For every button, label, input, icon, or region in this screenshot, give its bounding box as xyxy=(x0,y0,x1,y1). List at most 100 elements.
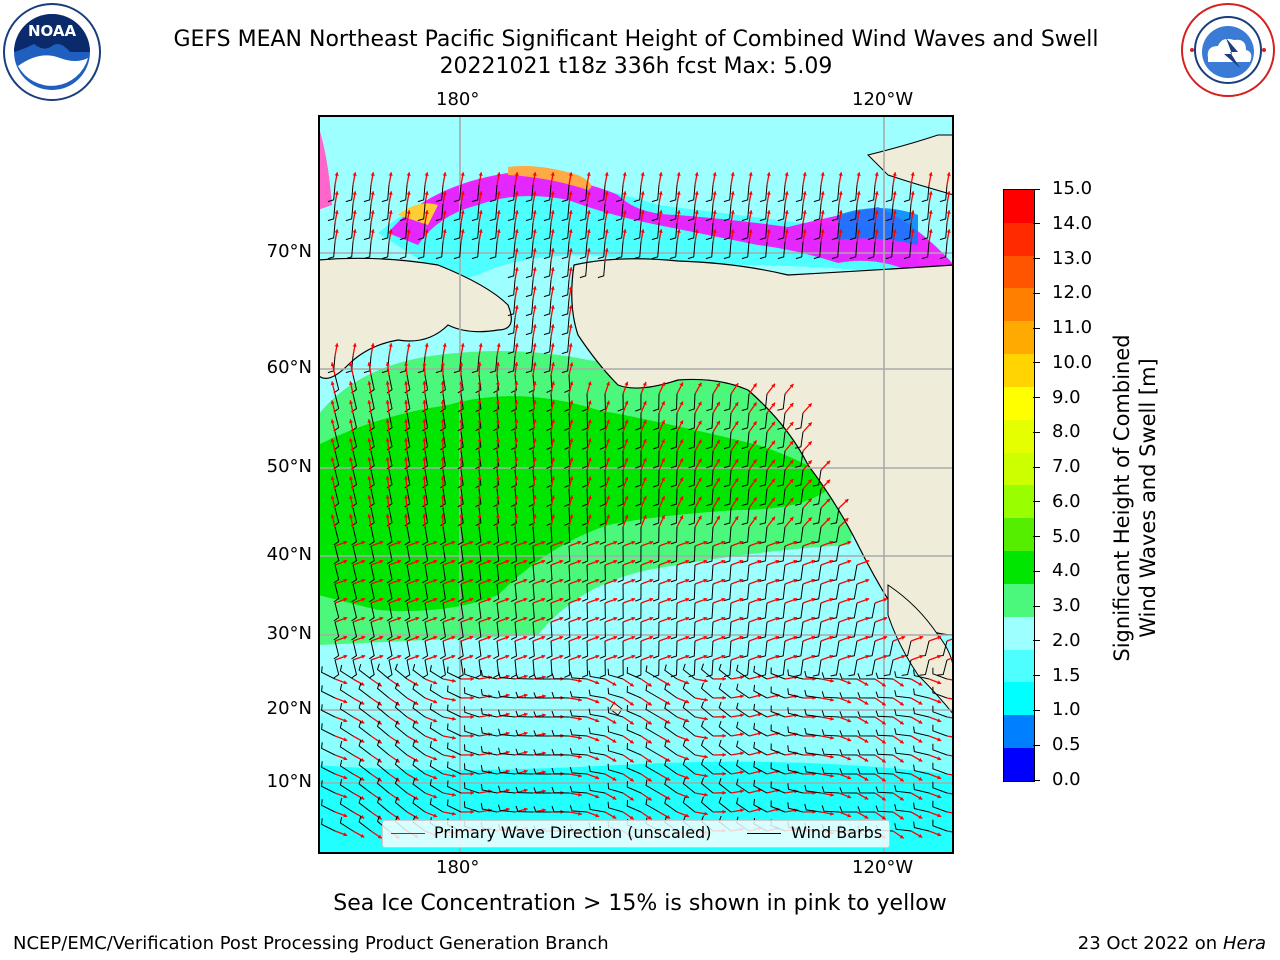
wave-arrow-head xyxy=(881,796,886,801)
wave-arrow-head xyxy=(523,712,528,717)
wave-arrow-head xyxy=(422,419,427,423)
wave-arrow-head xyxy=(830,773,834,778)
wind-barb xyxy=(777,393,786,411)
wave-arrow-head xyxy=(740,808,744,813)
wind-barb xyxy=(489,203,498,222)
wave-arrow-head xyxy=(404,362,409,366)
wind-barb xyxy=(932,800,948,813)
wave-arrow-head xyxy=(722,714,726,719)
wave-arrow-head xyxy=(452,773,456,778)
wind-barb xyxy=(821,805,840,813)
wave-arrow-head xyxy=(757,597,762,602)
wind-barb xyxy=(777,621,786,639)
wave-arrow-head xyxy=(752,497,757,502)
wind-barb xyxy=(670,393,678,412)
colorbar-tick-mark xyxy=(1033,397,1040,399)
wave-arrow-head xyxy=(771,516,775,521)
wind-barb xyxy=(759,545,768,563)
legend-wave-swatch xyxy=(391,833,425,834)
wave-arrow-head xyxy=(830,754,834,759)
wind-barb xyxy=(626,685,642,699)
wind-barb xyxy=(422,374,429,394)
wind-barb xyxy=(718,701,732,718)
wave-arrow-head xyxy=(722,733,726,738)
wave-arrow-head xyxy=(379,654,384,659)
wind-barb xyxy=(706,393,714,412)
colorbar-segment xyxy=(1004,649,1034,683)
wave-arrow-head xyxy=(892,172,897,176)
wave-arrow-head xyxy=(424,191,429,195)
wave-arrow-head xyxy=(928,210,933,214)
wind-barb xyxy=(422,602,429,622)
wave-arrow-head xyxy=(550,343,555,347)
wave-arrow-head xyxy=(685,540,690,545)
wave-arrow-head xyxy=(496,172,501,176)
wave-arrow-head xyxy=(883,654,888,659)
footer-host: Hera xyxy=(1222,933,1266,954)
wind-barb xyxy=(510,374,518,394)
wind-barb xyxy=(617,393,624,412)
wave-arrow-head xyxy=(397,597,402,602)
wind-barb xyxy=(543,336,552,355)
wind-barb xyxy=(579,203,588,222)
wind-barb xyxy=(564,621,571,640)
wind-barb xyxy=(351,659,358,679)
wave-arrow-head xyxy=(722,809,726,814)
wave-arrow-head xyxy=(910,172,915,176)
wind-barb xyxy=(635,412,642,431)
wave-arrow-head xyxy=(477,495,482,499)
wave-arrow-head xyxy=(532,419,537,423)
wind-barb xyxy=(327,184,336,203)
wind-barb xyxy=(813,222,822,241)
wave-arrow-head xyxy=(703,578,708,583)
wind-barb xyxy=(736,664,750,680)
wave-arrow-head xyxy=(595,699,600,704)
wind-barb xyxy=(446,761,462,775)
wind-barb xyxy=(510,488,518,508)
wave-band-mid xyxy=(318,675,954,775)
wind-barb xyxy=(723,583,732,602)
wave-arrow-head xyxy=(716,515,720,520)
wind-barb xyxy=(439,621,446,641)
wave-arrow-head xyxy=(748,229,753,233)
wave-arrow-head xyxy=(385,400,390,404)
wave-arrow-head xyxy=(830,678,834,683)
wave-arrow-head xyxy=(523,788,528,793)
wind-barb xyxy=(700,720,714,737)
wave-arrow-head xyxy=(649,654,654,659)
wind-barb xyxy=(804,689,822,699)
wind-barb xyxy=(551,672,570,680)
wave-arrow-head xyxy=(442,210,447,214)
wind-barb xyxy=(794,602,804,620)
wave-arrow-head xyxy=(666,681,671,686)
wave-arrow-head xyxy=(578,773,582,778)
wave-arrow-head xyxy=(433,597,438,602)
wind-barb xyxy=(812,469,822,487)
wind-barb xyxy=(617,507,624,526)
legend-barb-swatch xyxy=(747,833,781,834)
colorbar-tick-label: 9.0 xyxy=(1052,386,1081,408)
wind-barb xyxy=(507,298,516,317)
wave-arrow-head xyxy=(685,756,690,761)
wind-barb xyxy=(635,469,642,488)
colorbar-segment xyxy=(1004,748,1034,781)
wind-barb xyxy=(394,663,408,680)
wind-barb xyxy=(830,640,840,658)
wave-arrow-head xyxy=(433,699,438,704)
wave-arrow-head xyxy=(789,460,794,464)
wave-arrow-head xyxy=(469,635,474,640)
wave-arrow-head xyxy=(487,578,492,583)
wind-barb xyxy=(741,450,750,468)
wind-barb xyxy=(723,241,732,260)
wave-arrow-head xyxy=(612,795,617,800)
wave-arrow-head xyxy=(752,402,757,407)
wave-arrow-head xyxy=(703,597,708,602)
wave-arrow-head xyxy=(789,479,794,483)
wave-arrow-head xyxy=(349,514,354,519)
wind-barb xyxy=(839,692,858,699)
lat-label-70n: 70°N xyxy=(266,241,312,262)
colorbar-segment xyxy=(1004,255,1034,289)
wave-arrow-head xyxy=(734,459,739,464)
wind-barb xyxy=(875,767,894,775)
wind-barb xyxy=(464,763,480,775)
